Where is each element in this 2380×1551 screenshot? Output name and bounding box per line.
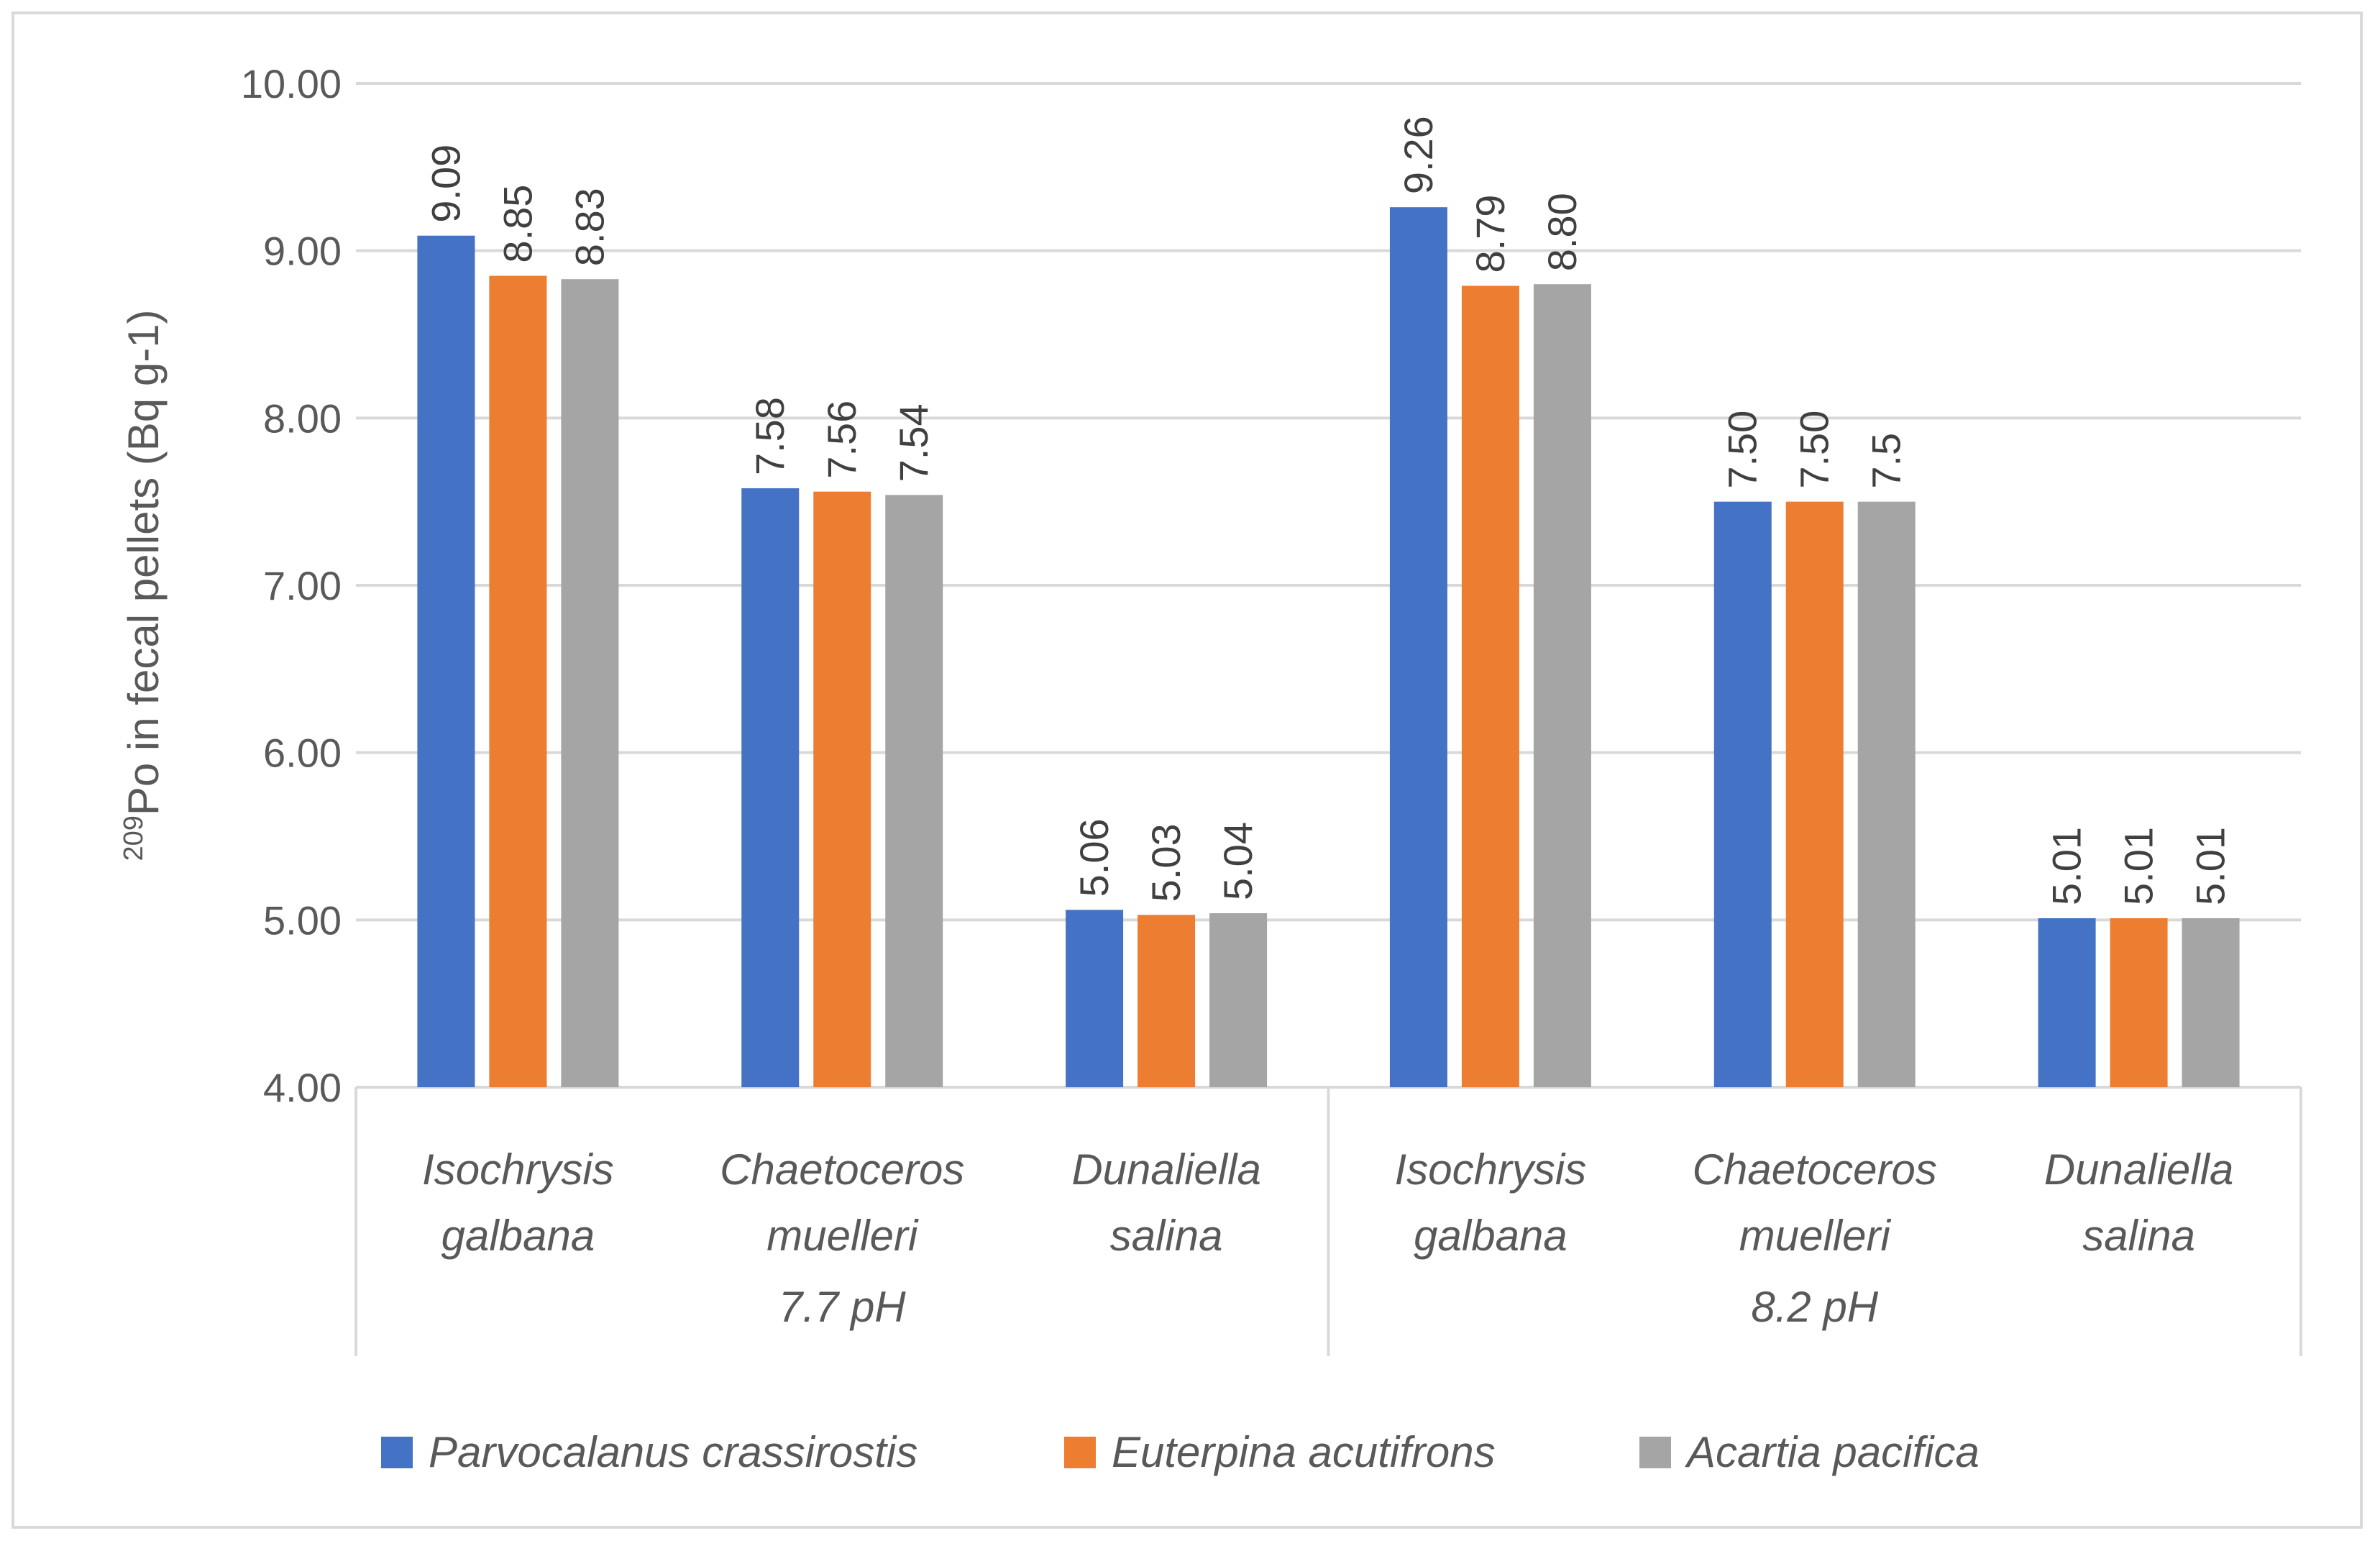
data-label: 5.01 (2116, 827, 2161, 905)
bar (1785, 501, 1844, 1087)
category-label: Chaetoceros (720, 1145, 964, 1194)
data-label: 9.09 (423, 145, 468, 223)
data-label: 5.01 (2188, 827, 2233, 905)
data-label: 7.56 (819, 401, 864, 479)
data-label: 5.06 (1071, 818, 1117, 897)
bar (1713, 501, 1772, 1087)
legend-swatch (1064, 1437, 1096, 1468)
category-label: muelleri (766, 1212, 919, 1260)
data-label: 8.79 (1468, 195, 1513, 273)
category-label: galbana (1414, 1212, 1567, 1260)
data-label: 7.5 (1864, 433, 1909, 489)
y-tick-label: 8.00 (263, 395, 342, 441)
group-label: 8.2 pH (1751, 1283, 1878, 1331)
data-label: 7.58 (747, 397, 792, 475)
bar (1209, 913, 1268, 1087)
data-label: 9.26 (1396, 116, 1441, 194)
bar (741, 488, 800, 1087)
bar (417, 235, 475, 1087)
legend-swatch (381, 1437, 413, 1468)
category-label: salina (1110, 1212, 1223, 1260)
y-tick-label: 6.00 (263, 731, 342, 776)
data-label: 7.50 (1720, 411, 1765, 489)
category-label: Isochrysis (422, 1145, 614, 1194)
bar (1389, 207, 1447, 1087)
y-tick-label: 4.00 (263, 1065, 342, 1110)
category-label: Chaetoceros (1693, 1145, 1937, 1194)
data-label: 8.83 (567, 188, 612, 266)
y-tick-label: 5.00 (263, 897, 342, 943)
y-tick-label: 9.00 (263, 229, 342, 274)
y-axis-title-superscript: 209 (119, 815, 149, 861)
bar (489, 275, 547, 1088)
category-label: salina (2082, 1212, 2195, 1260)
bar (1533, 284, 1591, 1088)
legend-label: Acartia pacifica (1685, 1428, 1979, 1476)
legend-swatch (1639, 1437, 1671, 1468)
bar (2182, 918, 2240, 1087)
bar (561, 279, 619, 1088)
y-tick-label: 10.00 (241, 61, 342, 106)
data-label: 7.54 (891, 403, 936, 482)
legend-label: Parvocalanus crassirostis (429, 1428, 917, 1476)
bar (1138, 915, 1196, 1087)
bar-chart: 4.00 5.00 6.00 7.00 8.00 9.00 10.00 9.09 8.85 8.8… (119, 61, 2302, 1476)
bar (1461, 285, 1519, 1088)
chart-frame: 4.00 5.00 6.00 7.00 8.00 9.00 10.00 9.09 8.85 8.8… (12, 12, 2363, 1529)
bar (2110, 918, 2168, 1087)
category-label: muelleri (1739, 1212, 1892, 1260)
data-label: 5.04 (1215, 822, 1260, 900)
category-label: Isochrysis (1395, 1145, 1587, 1194)
group-label: 7.7 pH (779, 1283, 906, 1331)
bar (1066, 910, 1124, 1087)
y-axis-title-text: Po in fecal pellets (Bq g-1) (119, 309, 168, 815)
bar (885, 495, 943, 1087)
data-label: 8.85 (495, 185, 540, 263)
category-label: galbana (441, 1212, 595, 1260)
data-label: 7.50 (1792, 411, 1837, 489)
y-tick-label: 7.00 (263, 563, 342, 608)
bar (2038, 918, 2096, 1087)
y-axis-title: 209Po in fecal pellets (Bq g-1) (119, 309, 168, 861)
bar (1857, 501, 1916, 1087)
data-label: 5.01 (2044, 827, 2090, 905)
data-label: 5.03 (1143, 823, 1189, 902)
legend-label: Euterpina acutifrons (1112, 1428, 1496, 1476)
data-label: 8.80 (1539, 193, 1585, 271)
category-label: Dunaliella (2044, 1145, 2234, 1194)
category-label: Dunaliella (1071, 1145, 1261, 1194)
bar (813, 491, 871, 1087)
